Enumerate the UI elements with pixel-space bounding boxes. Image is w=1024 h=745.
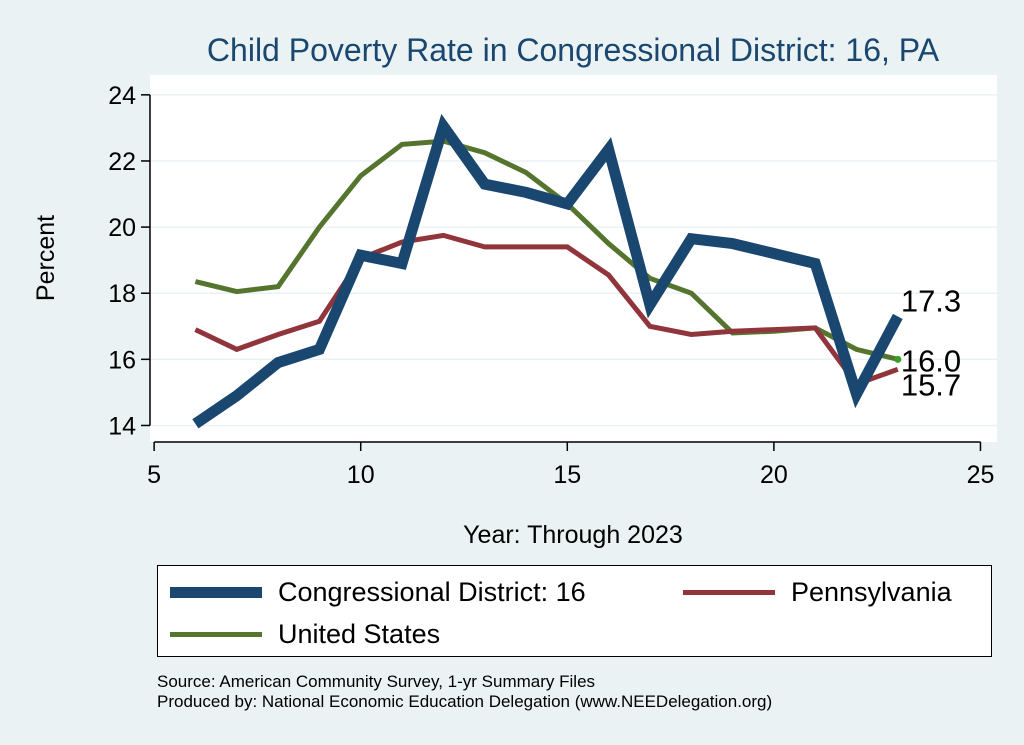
legend: Congressional District: 16 Pennsylvania … <box>157 565 992 657</box>
end-label-1: 16.0 <box>901 343 961 378</box>
y-tick-label: 18 <box>108 280 136 308</box>
legend-label-pennsylvania: Pennsylvania <box>791 576 952 607</box>
end-labels: 17.3 16.015.7 <box>894 283 961 402</box>
series-line-district <box>192 113 903 429</box>
y-tick-label: 14 <box>108 412 136 440</box>
chart-canvas: Child Poverty Rate in Congressional Dist… <box>32 32 997 549</box>
y-axis-label: Percent <box>32 215 60 301</box>
y-tick-label: 24 <box>108 82 136 110</box>
legend-label-united-states: United States <box>278 618 441 649</box>
x-tick-label: 5 <box>147 461 161 489</box>
x-axis-label: Year: Through 2023 <box>463 521 683 549</box>
produced-by-line: Produced by: National Economic Education… <box>157 692 773 711</box>
legend-entry-pennsylvania: Pennsylvania <box>683 572 952 612</box>
plot-area <box>150 75 997 442</box>
legend-swatch-pennsylvania <box>683 589 775 595</box>
x-tick-label: 20 <box>760 461 788 489</box>
x-tick-label: 25 <box>967 461 995 489</box>
end-label-2: 15.7 <box>901 367 961 402</box>
y-tick-label: 16 <box>108 346 136 374</box>
series-line-pennsylvania <box>194 232 899 388</box>
axes: 5 10 15 20 25 14 16 18 20 22 24 <box>108 82 994 489</box>
y-tick-label: 22 <box>108 148 136 176</box>
chart-title: Child Poverty Rate in Congressional Dist… <box>207 32 940 68</box>
legend-swatch-united-states <box>170 631 262 637</box>
end-label-0: 17.3 <box>901 283 961 318</box>
legend-entry-district: Congressional District: 16 <box>170 572 586 612</box>
legend-swatch-district <box>170 586 262 598</box>
legend-label-district: Congressional District: 16 <box>278 576 586 607</box>
x-tick-label: 15 <box>553 461 581 489</box>
series-lines <box>192 113 903 429</box>
x-tick-label: 10 <box>347 461 375 489</box>
source-notes: Source: American Community Survey, 1-yr … <box>157 672 772 712</box>
legend-entry-united-states: United States <box>170 614 440 654</box>
source-line: Source: American Community Survey, 1-yr … <box>157 672 596 691</box>
y-tick-label: 20 <box>108 214 136 242</box>
end-marker-united-states <box>894 355 902 363</box>
